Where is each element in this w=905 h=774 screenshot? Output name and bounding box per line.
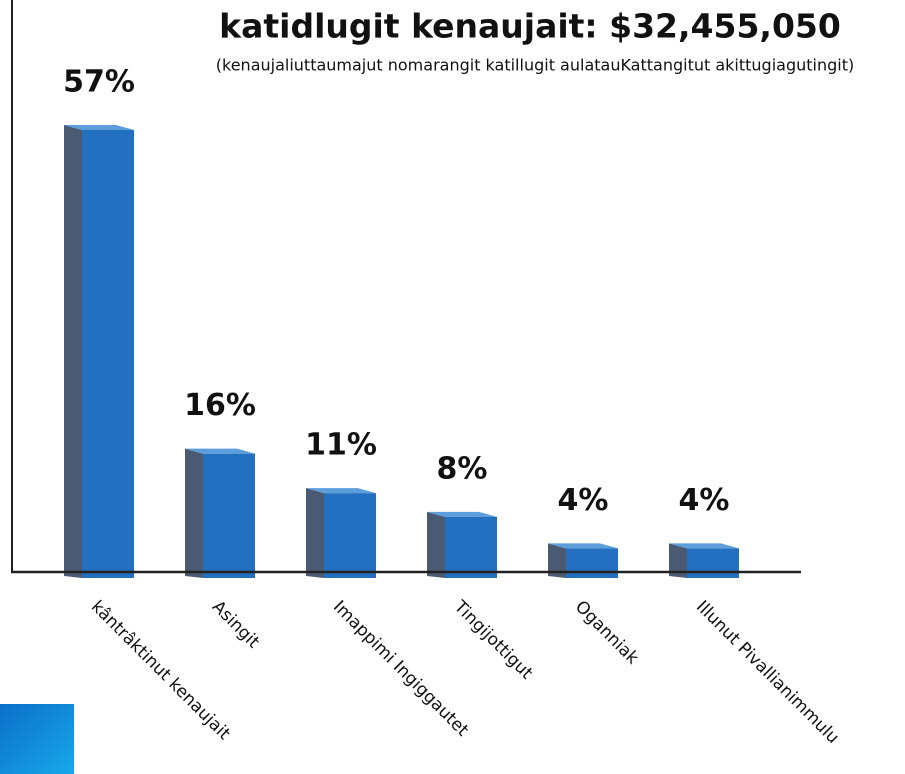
bar-top xyxy=(185,448,255,454)
decor-square xyxy=(0,704,74,774)
chart-title: katidlugit kenaujait: $32,455,050 xyxy=(219,7,841,46)
bar-top xyxy=(427,511,497,517)
bar xyxy=(203,453,255,578)
bar-top xyxy=(548,543,618,549)
bar-side xyxy=(64,125,82,578)
value-label: 57% xyxy=(63,65,135,100)
x-tick-label: Oganniak xyxy=(571,597,643,669)
value-label: 8% xyxy=(437,451,488,486)
value-label: 4% xyxy=(558,483,609,518)
x-tick-label: Illunut Pivallianimmulu xyxy=(692,597,843,748)
bar xyxy=(445,516,497,578)
bar-top xyxy=(306,488,376,494)
bar-top xyxy=(64,125,134,130)
bar xyxy=(82,130,134,578)
x-tick-label: Tingijottigut xyxy=(449,596,536,683)
bar xyxy=(566,548,618,578)
value-label: 4% xyxy=(679,483,730,518)
value-label: 11% xyxy=(305,428,377,463)
bar-side xyxy=(669,543,687,578)
x-tick-label: Asingit xyxy=(208,597,264,653)
bar-side xyxy=(548,543,566,578)
bar xyxy=(687,548,739,578)
bar-top xyxy=(669,543,739,549)
bar-side xyxy=(427,511,445,578)
x-tick-label: Imappimi Ingiggautet xyxy=(329,597,473,741)
bar-side xyxy=(185,448,203,578)
chart-subtitle: (kenaujaliuttaumajut nomarangit katillug… xyxy=(216,56,854,75)
x-tick-label: kântrâktinut kenaujait xyxy=(87,597,234,744)
value-label: 16% xyxy=(184,388,256,423)
bar-side xyxy=(306,488,324,578)
bar xyxy=(324,493,376,578)
